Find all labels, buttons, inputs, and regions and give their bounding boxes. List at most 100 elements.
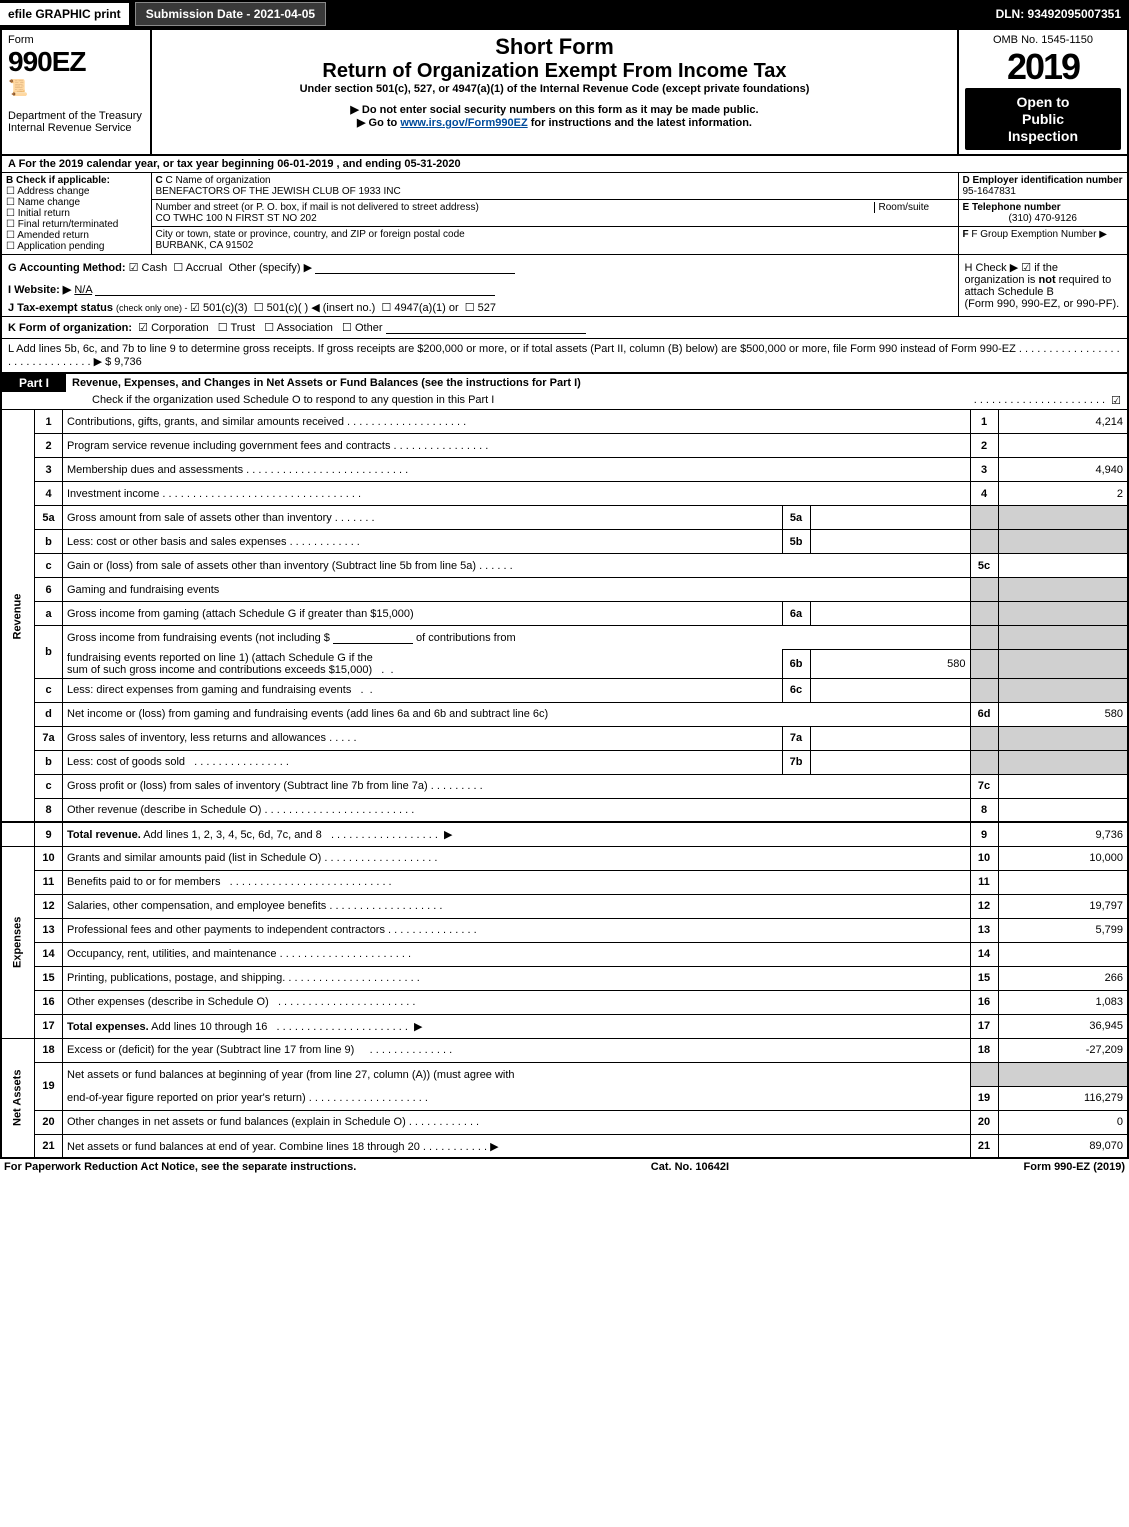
otp-line1: Open to — [969, 94, 1117, 111]
irs-link[interactable]: www.irs.gov/Form990EZ — [400, 117, 527, 129]
form-number: 990EZ — [8, 46, 144, 78]
l5a-greyamt — [998, 506, 1128, 530]
l6c-num: c — [35, 678, 63, 702]
note-goto: ▶ Go to www.irs.gov/Form990EZ for instru… — [158, 116, 951, 129]
l6d-text: Net income or (loss) from gaming and fun… — [63, 702, 971, 726]
g-other-input[interactable] — [315, 262, 515, 274]
check-corporation[interactable]: Corporation — [138, 322, 208, 334]
l16-num: 16 — [35, 990, 63, 1014]
addr-label: Number and street (or P. O. box, if mail… — [156, 202, 874, 213]
part1-checkline: Check if the organization used Schedule … — [92, 394, 974, 407]
lines-table: Revenue 1 Contributions, gifts, grants, … — [0, 409, 1129, 1159]
org-name: BENEFACTORS OF THE JEWISH CLUB OF 1933 I… — [156, 186, 954, 197]
line-a-row: A For the 2019 calendar year, or tax yea… — [1, 155, 1128, 173]
check-501c3[interactable]: 501(c)(3) — [190, 302, 248, 314]
l9-box: 9 — [970, 822, 998, 846]
efile-label[interactable]: efile GRAPHIC print — [0, 3, 129, 25]
l4-text: Investment income . . . . . . . . . . . … — [63, 482, 971, 506]
street-address: CO TWHC 100 N FIRST ST NO 202 — [156, 213, 954, 224]
note-goto-pre: ▶ Go to — [357, 117, 400, 129]
l19-text2: end-of-year figure reported on prior yea… — [63, 1086, 971, 1110]
k-other-input[interactable] — [386, 322, 586, 334]
l7b-ibox: 7b — [782, 750, 810, 774]
check-527[interactable]: 527 — [465, 302, 496, 314]
l15-text: Printing, publications, postage, and shi… — [63, 966, 971, 990]
l6b-text1: Gross income from fundraising events (no… — [63, 626, 971, 650]
l13-box: 13 — [970, 918, 998, 942]
l5b-ibox: 5b — [782, 530, 810, 554]
section-def: D Employer identification number 95-1647… — [958, 173, 1128, 255]
check-501c[interactable]: 501(c)( ) ◀ (insert no.) — [254, 302, 376, 314]
l5c-box: 5c — [970, 554, 998, 578]
check-cash[interactable]: Cash — [129, 262, 168, 274]
l17-text: Total expenses. Add lines 10 through 16 … — [63, 1014, 971, 1038]
l7a-greyamt — [998, 726, 1128, 750]
website-input[interactable] — [95, 284, 495, 296]
l6-num: 6 — [35, 578, 63, 602]
check-address-change[interactable]: Address change — [6, 186, 147, 197]
open-to-public-badge: Open to Public Inspection — [965, 88, 1121, 150]
l6d-num: d — [35, 702, 63, 726]
e-label: E Telephone number — [963, 202, 1124, 213]
check-accrual[interactable]: Accrual — [173, 262, 222, 274]
l5a-iamt — [810, 506, 970, 530]
l5b-text: Less: cost or other basis and sales expe… — [63, 530, 783, 554]
l6a-num: a — [35, 602, 63, 626]
l3-num: 3 — [35, 458, 63, 482]
check-association[interactable]: Association — [264, 322, 333, 334]
section-c: C C Name of organization BENEFACTORS OF … — [151, 173, 958, 255]
l6-text: Gaming and fundraising events — [63, 578, 971, 602]
l1-amt: 4,214 — [998, 410, 1128, 434]
c-label: C C Name of organization — [156, 175, 954, 186]
section-b-header: B Check if applicable: — [6, 175, 147, 186]
l20-text: Other changes in net assets or fund bala… — [63, 1110, 971, 1134]
check-other-org[interactable]: Other — [342, 322, 382, 334]
l5c-text: Gain or (loss) from sale of assets other… — [63, 554, 971, 578]
l6b-greyamt2 — [998, 650, 1128, 679]
l16-text: Other expenses (describe in Schedule O) … — [63, 990, 971, 1014]
l6b-iamt: 580 — [810, 650, 970, 679]
l6a-text: Gross income from gaming (attach Schedul… — [63, 602, 783, 626]
note-ssn: ▶ Do not enter social security numbers o… — [158, 103, 951, 116]
tax-year: 2019 — [965, 46, 1121, 88]
l10-amt: 10,000 — [998, 846, 1128, 870]
l5a-ibox: 5a — [782, 506, 810, 530]
l7c-amt — [998, 774, 1128, 798]
l1-text: Contributions, gifts, grants, and simila… — [63, 410, 971, 434]
section-b: B Check if applicable: Address change Na… — [1, 173, 151, 255]
header-left: Form 990EZ 📜 Department of the Treasury … — [1, 29, 151, 155]
l1-num: 1 — [35, 410, 63, 434]
part1-title: Revenue, Expenses, and Changes in Net As… — [66, 377, 1127, 389]
submission-date-button[interactable]: Submission Date - 2021-04-05 — [135, 2, 326, 26]
footer-catno: Cat. No. 10642I — [651, 1161, 729, 1173]
l6b-contrib-input[interactable] — [333, 632, 413, 644]
website-value: N/A — [74, 284, 92, 296]
check-final-return[interactable]: Final return/terminated — [6, 219, 147, 230]
check-application-pending[interactable]: Application pending — [6, 241, 147, 252]
l6a-greyamt — [998, 602, 1128, 626]
g-other: Other (specify) ▶ — [228, 262, 312, 274]
l15-amt: 266 — [998, 966, 1128, 990]
check-schedule-o[interactable] — [1111, 394, 1121, 407]
l6c-iamt — [810, 678, 970, 702]
form-word: Form — [8, 34, 144, 46]
l5b-greybox — [970, 530, 998, 554]
check-initial-return[interactable]: Initial return — [6, 208, 147, 219]
l10-text: Grants and similar amounts paid (list in… — [63, 846, 971, 870]
g-label: G Accounting Method: — [8, 262, 126, 274]
l10-num: 10 — [35, 846, 63, 870]
header-middle: Short Form Return of Organization Exempt… — [151, 29, 958, 152]
l5a-text: Gross amount from sale of assets other t… — [63, 506, 783, 530]
line-j: J Tax-exempt status (check only one) ‑ 5… — [1, 299, 958, 317]
check-amended-return[interactable]: Amended return — [6, 230, 147, 241]
check-name-change[interactable]: Name change — [6, 197, 147, 208]
check-h[interactable] — [1021, 262, 1034, 274]
l11-amt — [998, 870, 1128, 894]
check-4947[interactable]: 4947(a)(1) or — [381, 302, 458, 314]
l5b-iamt — [810, 530, 970, 554]
l18-amt: -27,209 — [998, 1038, 1128, 1062]
l7a-ibox: 7a — [782, 726, 810, 750]
l6b-greybox1 — [970, 626, 998, 650]
dept-label: Department of the Treasury — [8, 110, 144, 122]
check-trust[interactable]: Trust — [218, 322, 255, 334]
